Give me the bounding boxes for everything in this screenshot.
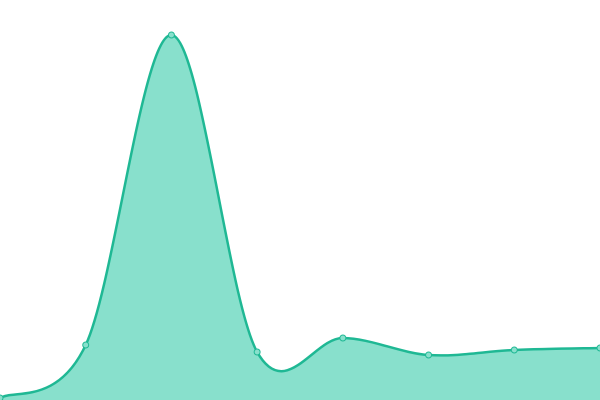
data-point (167, 31, 175, 39)
data-point (510, 346, 518, 354)
data-point (596, 344, 600, 352)
area-line (0, 33, 600, 400)
area-fill (0, 34, 600, 400)
data-point (253, 348, 261, 356)
data-point (425, 351, 433, 359)
data-point (339, 334, 347, 342)
data-point (82, 341, 90, 349)
data-point (0, 394, 4, 400)
